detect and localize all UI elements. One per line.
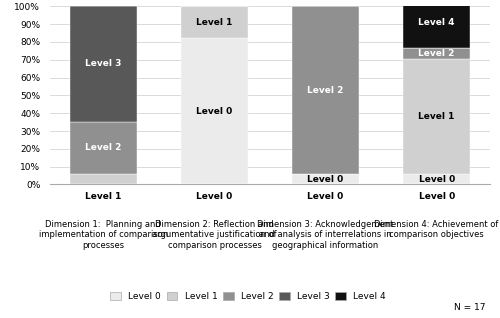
Text: Level 1: Level 1 [418,112,455,121]
Text: Dimension 3: Acknowledgement
and analysis of interrelations in
geographical info: Dimension 3: Acknowledgement and analysi… [258,220,394,250]
Bar [70,121,136,174]
Text: Level 4: Level 4 [418,17,455,27]
Bar [404,174,470,184]
Legend: Level 0, Level 1, Level 2, Level 3, Level 4: Level 0, Level 1, Level 2, Level 3, Leve… [106,288,390,305]
Text: Level 2: Level 2 [418,49,455,58]
Bar [404,48,470,59]
Text: Dimension 2: Reflection and
argumentative justification of
comparison processes: Dimension 2: Reflection and argumentativ… [152,220,277,250]
Text: Level 0: Level 0 [196,107,232,116]
Text: Level 1: Level 1 [196,17,232,27]
Bar [70,174,136,184]
Bar [292,174,359,184]
Bar [70,6,136,121]
Text: N = 17: N = 17 [454,303,485,312]
Text: Dimension 1:  Planning and
implementation of comparison
processes: Dimension 1: Planning and implementation… [38,220,168,250]
Text: Level 2: Level 2 [308,86,344,95]
Text: Level 0: Level 0 [418,175,455,184]
Bar [292,6,359,174]
Bar [181,38,248,184]
Text: Dimension 4: Achievement of
comparison objectives: Dimension 4: Achievement of comparison o… [374,220,499,239]
Bar [404,59,470,174]
Text: Level 3: Level 3 [85,59,122,68]
Bar [404,0,470,48]
Text: Level 0: Level 0 [308,175,344,184]
Bar [181,6,248,38]
Text: Level 2: Level 2 [85,143,122,152]
